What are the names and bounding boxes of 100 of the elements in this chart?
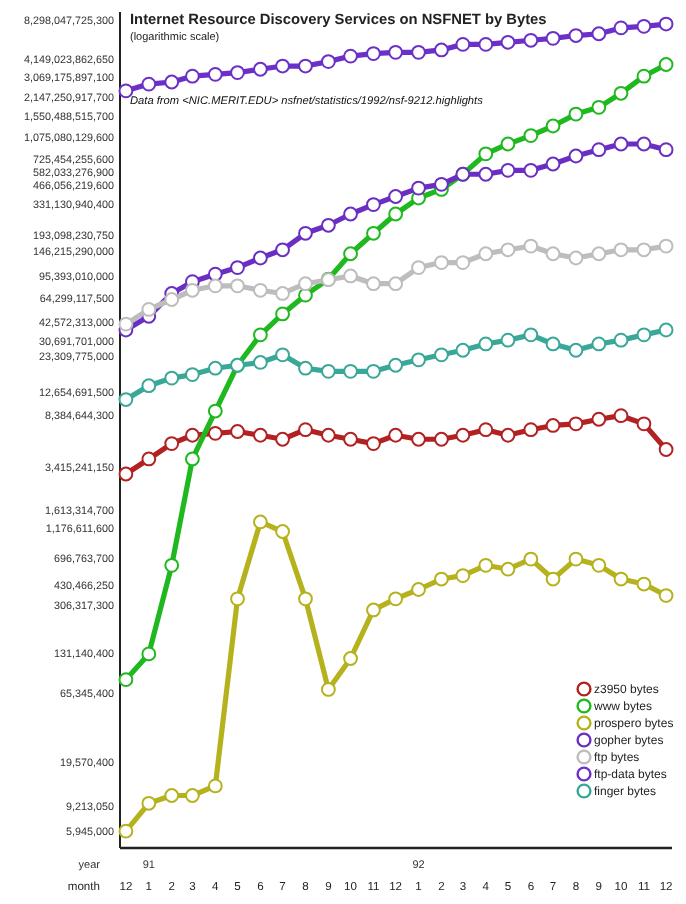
point xyxy=(298,276,313,292)
point xyxy=(298,591,313,607)
point xyxy=(500,427,516,443)
point xyxy=(636,576,652,592)
point xyxy=(230,260,245,275)
point xyxy=(275,242,290,258)
point xyxy=(613,242,629,258)
point xyxy=(366,363,381,379)
point xyxy=(230,591,245,607)
point xyxy=(275,431,290,447)
point xyxy=(275,286,290,301)
point xyxy=(388,427,404,443)
point xyxy=(591,26,607,42)
point xyxy=(434,347,449,363)
point xyxy=(545,571,561,587)
point xyxy=(388,44,404,60)
point xyxy=(343,651,358,666)
point xyxy=(366,276,381,292)
point xyxy=(164,74,180,90)
point xyxy=(253,514,268,530)
point xyxy=(185,282,200,298)
point xyxy=(164,788,180,803)
point xyxy=(411,582,426,597)
point xyxy=(298,422,313,438)
point xyxy=(118,316,134,332)
point xyxy=(343,206,358,222)
point xyxy=(118,466,134,482)
point xyxy=(230,278,245,294)
point xyxy=(164,436,180,451)
point xyxy=(658,442,674,457)
point xyxy=(343,363,358,379)
point xyxy=(523,238,539,254)
point xyxy=(141,302,157,317)
point xyxy=(320,363,336,379)
point xyxy=(141,451,157,467)
point xyxy=(253,282,268,298)
point xyxy=(320,682,336,697)
point xyxy=(118,823,134,839)
point xyxy=(141,795,157,811)
point xyxy=(478,557,494,573)
point xyxy=(366,436,381,451)
point xyxy=(185,367,200,382)
point xyxy=(658,322,674,338)
point xyxy=(207,266,223,282)
point xyxy=(275,347,290,363)
point xyxy=(434,255,449,270)
point xyxy=(658,16,674,32)
point xyxy=(523,551,539,567)
point xyxy=(434,431,449,447)
point xyxy=(545,418,561,433)
point xyxy=(275,58,290,74)
point xyxy=(568,148,584,164)
point xyxy=(411,352,426,368)
point xyxy=(545,30,561,46)
point xyxy=(636,136,652,152)
point xyxy=(253,327,268,343)
point xyxy=(343,431,358,447)
point xyxy=(164,370,180,386)
point xyxy=(500,34,516,50)
point xyxy=(343,246,358,262)
point xyxy=(523,422,539,438)
point xyxy=(658,57,674,72)
point xyxy=(434,42,449,58)
point xyxy=(500,162,516,178)
point xyxy=(591,411,607,427)
point xyxy=(141,76,157,92)
point xyxy=(568,342,584,358)
point xyxy=(500,332,516,348)
point xyxy=(253,61,268,77)
point xyxy=(478,422,494,438)
point xyxy=(207,278,223,294)
point xyxy=(455,342,471,358)
point xyxy=(411,431,426,447)
point xyxy=(658,238,674,254)
point xyxy=(568,106,584,122)
point xyxy=(545,118,561,134)
point xyxy=(253,250,268,266)
point xyxy=(636,18,652,34)
point xyxy=(591,246,607,262)
point xyxy=(613,571,629,587)
point xyxy=(613,408,629,424)
point xyxy=(343,268,358,284)
point xyxy=(568,28,584,43)
point xyxy=(298,360,313,376)
point xyxy=(434,571,449,587)
point xyxy=(658,588,674,603)
point xyxy=(568,551,584,567)
point xyxy=(388,357,404,373)
point xyxy=(500,242,516,258)
point xyxy=(298,225,313,241)
point xyxy=(523,327,539,343)
point xyxy=(320,217,336,233)
point xyxy=(388,591,404,607)
point xyxy=(478,166,494,182)
point xyxy=(455,568,471,583)
point xyxy=(320,427,336,443)
point xyxy=(523,32,539,48)
point xyxy=(185,427,200,443)
point xyxy=(636,416,652,432)
point xyxy=(185,788,200,803)
